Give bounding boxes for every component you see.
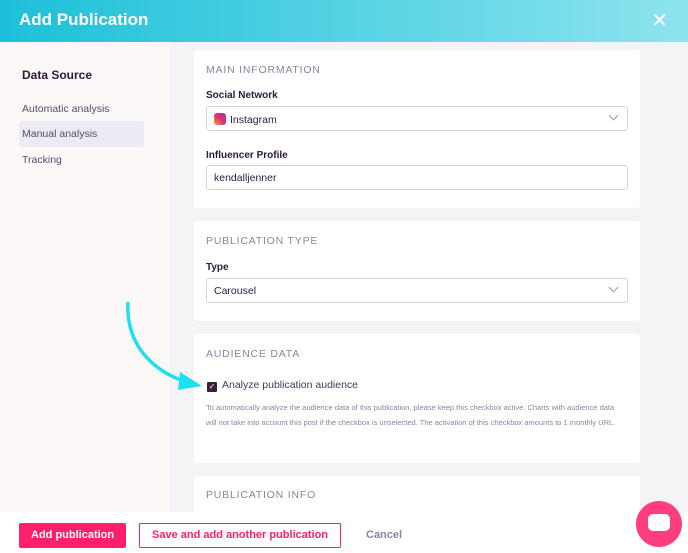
section-title: MAIN INFORMATION — [206, 64, 321, 76]
chat-icon — [648, 514, 670, 531]
sidebar-item-automatic[interactable]: Automatic analysis — [22, 103, 110, 115]
type-select[interactable]: Carousel — [206, 278, 628, 303]
arrow-annotation — [126, 301, 202, 390]
footer: Add publication Save and add another pub… — [0, 512, 688, 553]
add-publication-button[interactable]: Add publication — [19, 523, 127, 548]
modal-header: Add Publication ✕ — [0, 0, 688, 42]
influencer-profile-input[interactable]: kendalljenner — [206, 165, 628, 190]
chevron-down-icon — [608, 110, 619, 121]
select-value: Carousel — [214, 285, 257, 297]
instagram-icon — [214, 113, 226, 125]
select-value: Instagram — [230, 114, 277, 126]
chat-button[interactable] — [636, 501, 682, 547]
save-and-add-another-button[interactable]: Save and add another publication — [139, 523, 342, 548]
social-network-label: Social Network — [206, 90, 278, 101]
sidebar-heading: Data Source — [22, 68, 93, 82]
analyze-audience-checkbox[interactable]: ✓ — [207, 382, 217, 392]
help-text: To automatically analyze the audience da… — [206, 403, 616, 427]
publication-type-card: PUBLICATION TYPE Type Carousel — [194, 221, 640, 321]
checkbox-label: Analyze publication audience — [222, 379, 359, 391]
sidebar-item-manual[interactable]: Manual analysis — [19, 121, 144, 147]
type-label: Type — [206, 262, 229, 273]
modal-title: Add Publication — [19, 10, 149, 29]
close-icon[interactable]: ✕ — [651, 10, 668, 32]
influencer-profile-label: Influencer Profile — [206, 150, 288, 161]
audience-data-card: AUDIENCE DATA ✓ Analyze publication audi… — [194, 334, 640, 463]
sidebar: Data Source Automatic analysis Manual an… — [0, 42, 170, 512]
section-title: AUDIENCE DATA — [206, 348, 301, 360]
sidebar-item-tracking[interactable]: Tracking — [22, 154, 62, 166]
cancel-button[interactable]: Cancel — [366, 529, 403, 541]
social-network-select[interactable]: Instagram — [206, 106, 628, 131]
section-title: PUBLICATION INFO — [206, 489, 317, 501]
section-title: PUBLICATION TYPE — [206, 235, 319, 247]
chevron-down-icon — [608, 282, 619, 293]
main-information-card: MAIN INFORMATION Social Network Instagra… — [194, 50, 640, 208]
